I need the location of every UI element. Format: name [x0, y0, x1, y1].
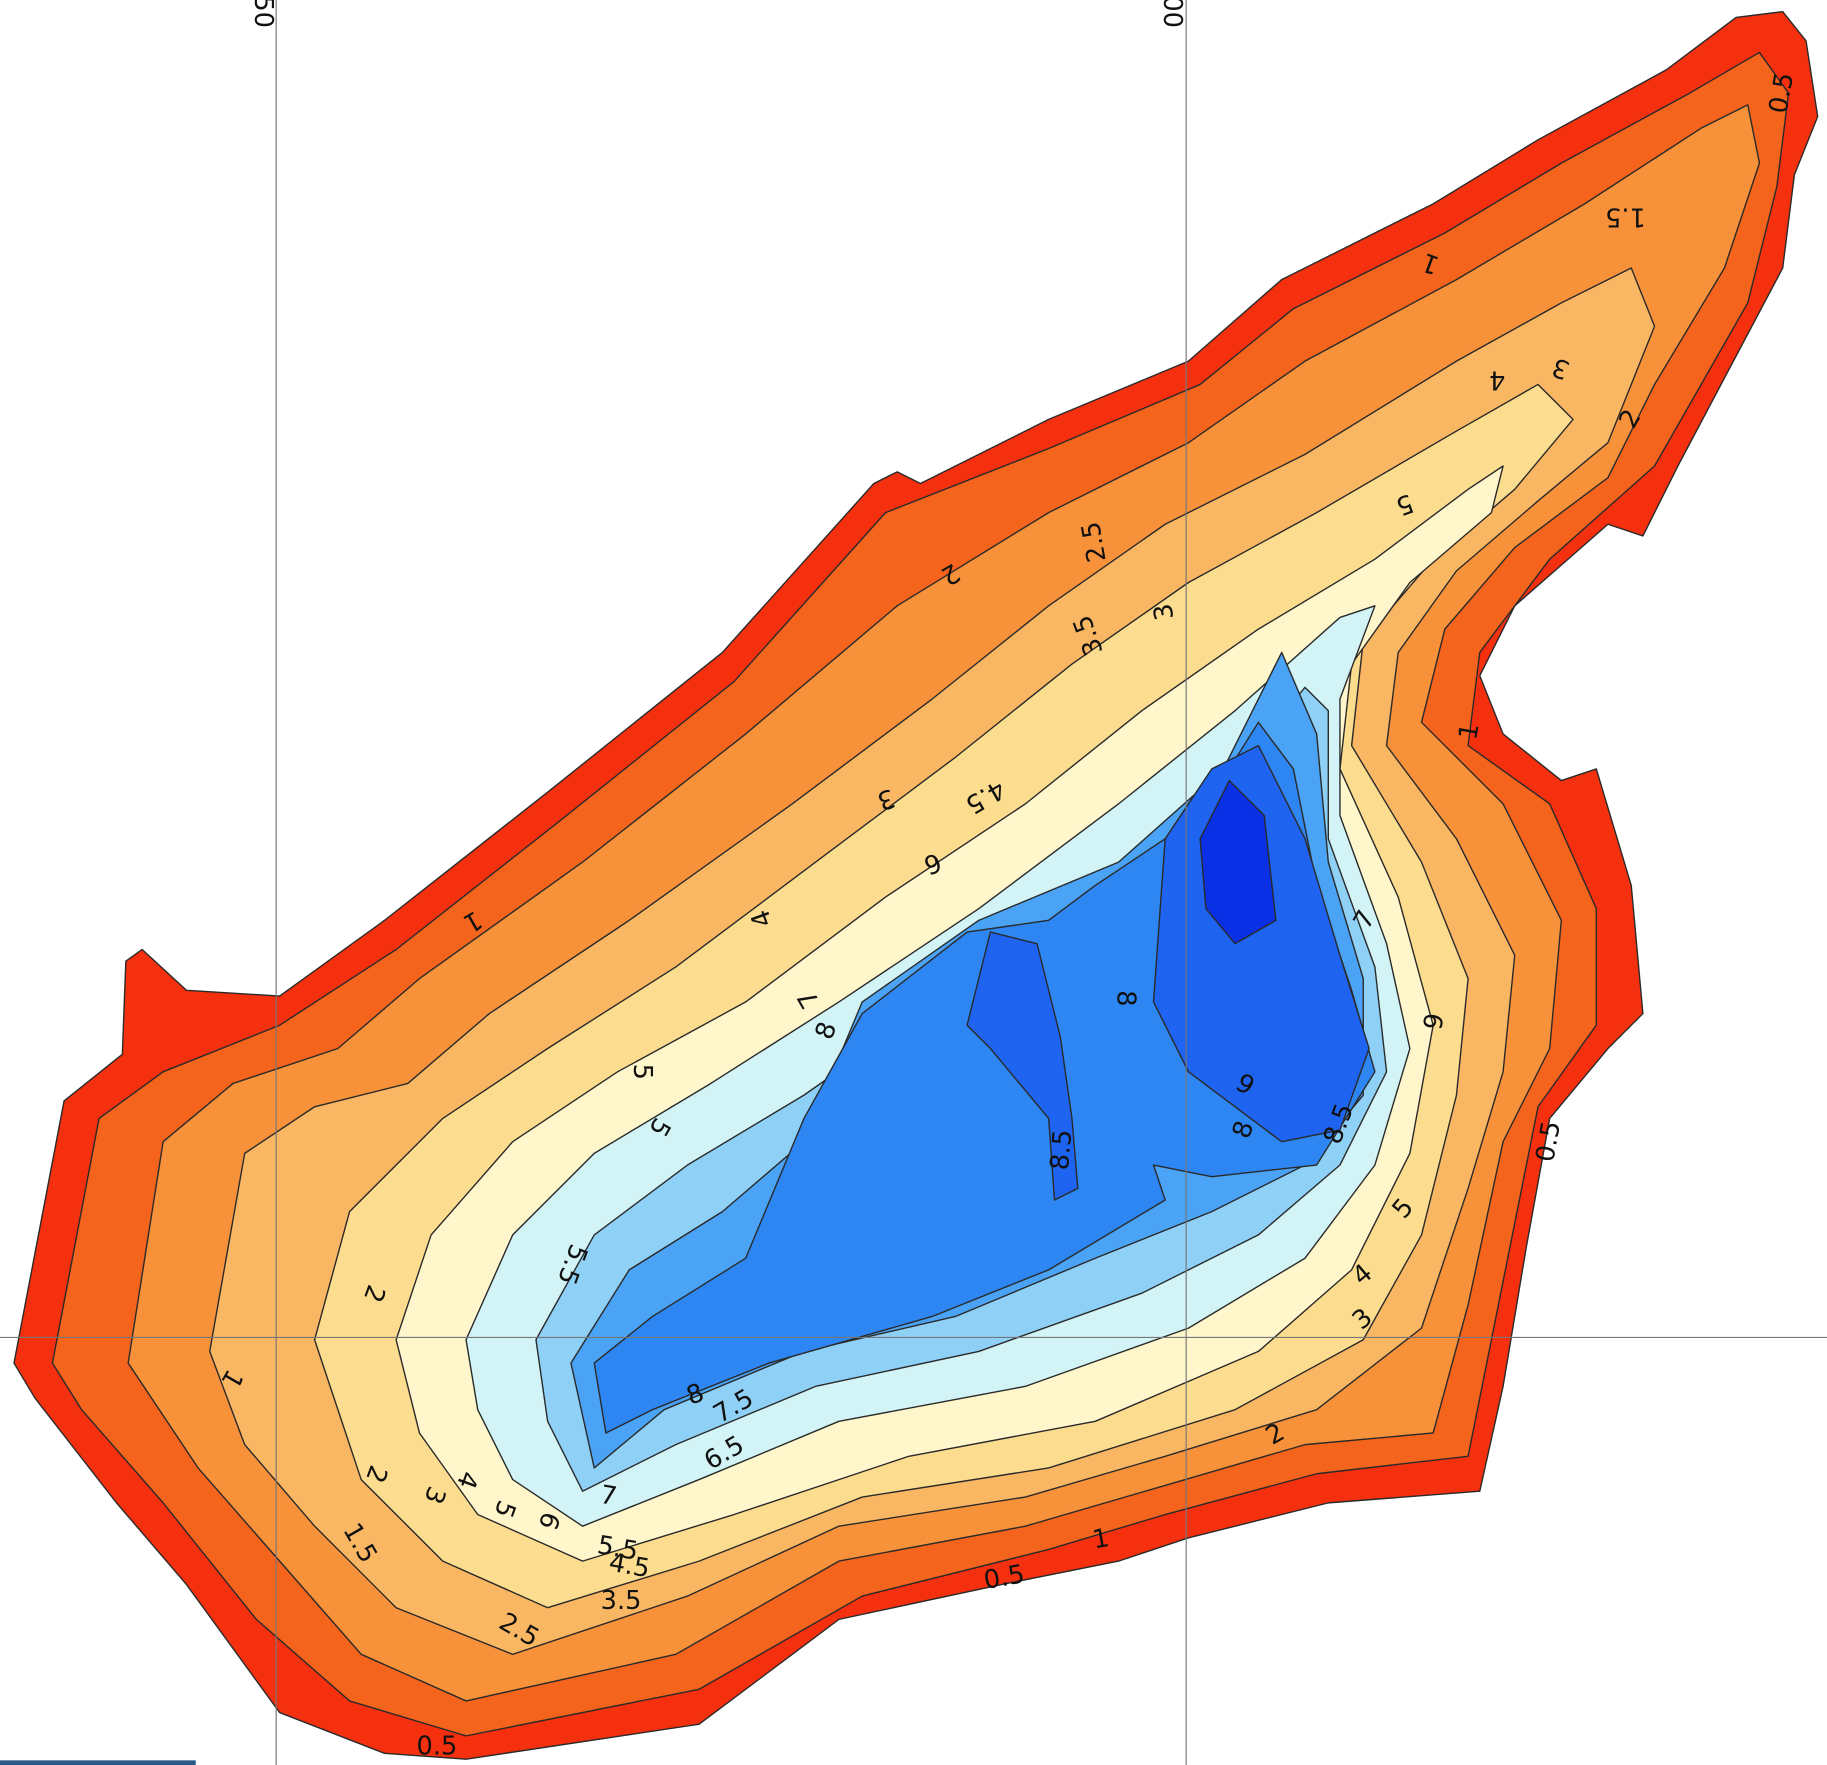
depth-bands: [13, 10, 1819, 1760]
contour-label: 0.5: [417, 1732, 458, 1762]
contour-label: 9: [1418, 1011, 1450, 1032]
depth-band: [1199, 779, 1277, 945]
contour-label: 8.5: [1045, 1128, 1078, 1171]
contour-label: 7: [598, 1480, 619, 1512]
contour-label: 4: [1489, 365, 1505, 395]
contour-label: 1: [1453, 721, 1485, 742]
contour-label: 5.5: [595, 1530, 640, 1567]
grid-label: 00: [1157, 0, 1187, 28]
contour-label: 0.5: [982, 1559, 1027, 1596]
contour-label: 3.5: [601, 1586, 642, 1616]
contour-label: 3: [1148, 601, 1180, 622]
contour-label: 1.5: [1605, 202, 1646, 232]
grid-label: 50: [248, 0, 278, 28]
contour-label: 5: [627, 1064, 657, 1080]
contour-label: 0.5: [1763, 70, 1800, 115]
scale-bar: [0, 1760, 196, 1765]
depth-band: [966, 931, 1079, 1201]
contour-label: 1: [1090, 1523, 1111, 1555]
contour-label: 2.5: [1076, 519, 1113, 564]
contour-label: 4.5: [607, 1548, 652, 1585]
contour-label: 0.5: [1530, 1119, 1567, 1164]
contour-label: 8: [1110, 990, 1140, 1006]
